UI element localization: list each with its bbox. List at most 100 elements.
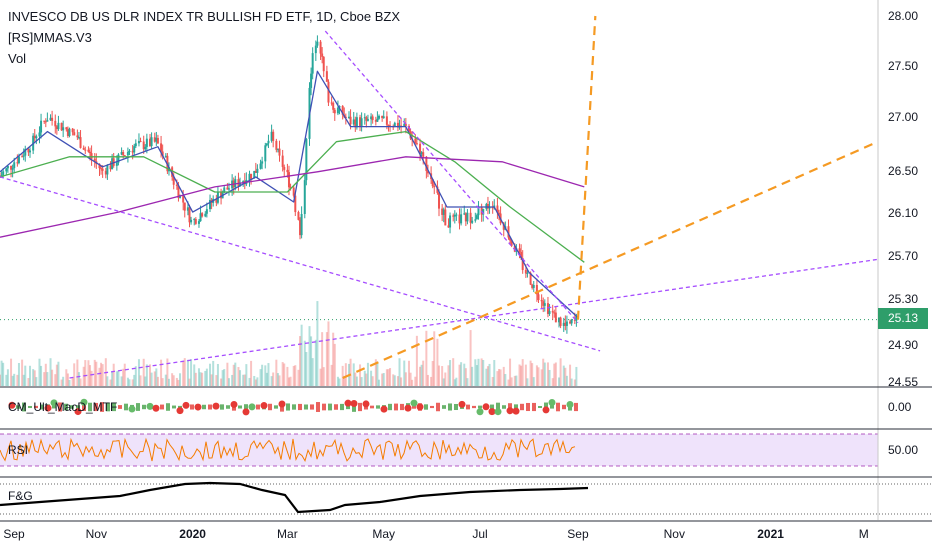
volume-bar — [139, 375, 142, 386]
volume-bar — [336, 376, 339, 386]
candle-body — [310, 73, 313, 88]
volume-label[interactable]: Vol — [8, 51, 27, 66]
candle-body — [65, 127, 68, 130]
volume-bar — [447, 365, 450, 386]
macd-signal-dot — [416, 403, 424, 411]
macd-histogram-bar — [424, 404, 428, 410]
macd-histogram-bar — [166, 403, 170, 411]
candle-body — [237, 179, 240, 187]
macd-histogram-bar — [562, 404, 566, 410]
macd-signal-dot — [548, 398, 556, 406]
macd-histogram-bar — [490, 404, 494, 410]
macd-histogram-bar — [64, 403, 68, 411]
macd-histogram-bar — [322, 403, 326, 411]
rsi-pane-label[interactable]: RSI — [8, 443, 29, 457]
volume-bar — [297, 369, 300, 386]
macd-histogram-bar — [34, 405, 38, 409]
candle-body — [355, 117, 358, 128]
fg-pane-label[interactable]: F&G — [8, 489, 33, 503]
volume-bar — [526, 378, 529, 386]
candle-body — [381, 115, 384, 119]
volume-bar — [11, 375, 14, 386]
volume-bar — [442, 378, 445, 386]
volume-bar — [0, 360, 3, 386]
candle-body — [352, 119, 355, 125]
macd-histogram-bar — [502, 405, 506, 409]
candle-body — [161, 151, 164, 156]
volume-bar — [385, 369, 388, 386]
macd-signal-dot — [476, 408, 484, 416]
candle-body — [422, 152, 425, 157]
macd-histogram-bar — [256, 404, 260, 410]
candle-body — [22, 155, 25, 157]
volume-bar — [122, 368, 125, 386]
volume-bar — [562, 365, 565, 386]
macd-pane-label[interactable]: CM_Ult_MacD_MTF — [8, 400, 118, 414]
volume-bar — [226, 362, 229, 386]
volume-bar — [232, 364, 235, 386]
macd-signal-dot — [50, 399, 58, 407]
moving-average-fast — [0, 70, 579, 319]
candle-body — [403, 123, 406, 127]
candle-body — [414, 138, 417, 144]
candle-body — [393, 122, 396, 128]
volume-bar — [513, 375, 516, 386]
symbol-title[interactable]: INVESCO DB US DLR INDEX TR BULLISH FD ET… — [8, 9, 401, 24]
volume-bar — [239, 370, 242, 386]
candle-body — [453, 214, 456, 217]
indicator-label[interactable]: [RS]MMAS.V3 — [8, 30, 92, 45]
volume-bar — [10, 358, 13, 386]
x-tick-label: Sep — [567, 527, 589, 541]
macd-histogram-bar — [106, 402, 110, 412]
volume-bar — [57, 361, 60, 386]
macd-histogram-bar — [100, 402, 104, 412]
candle-body — [447, 225, 450, 228]
macd-signal-dot — [152, 404, 160, 412]
candle-body — [377, 115, 380, 119]
macd-signal-dot — [8, 401, 16, 409]
volume-bar — [194, 372, 197, 386]
macd-histogram-bar — [376, 405, 380, 409]
macd-histogram-bar — [340, 403, 344, 411]
volume-bar — [322, 367, 325, 386]
macd-signal-dot — [458, 400, 466, 408]
macd-histogram-bar — [526, 402, 530, 412]
macd-signal-dot — [212, 402, 220, 410]
macd-signal-dot — [566, 401, 574, 409]
volume-bar — [532, 377, 535, 386]
candle-body — [486, 203, 489, 209]
volume-bar — [414, 376, 417, 386]
candle-body — [149, 138, 152, 146]
volume-bar — [160, 359, 163, 386]
volume-bar — [377, 379, 380, 386]
volume-bar — [87, 360, 90, 386]
volume-bar — [499, 369, 502, 386]
candle-body — [554, 312, 557, 323]
volume-bar — [292, 365, 295, 386]
candle-body — [507, 226, 510, 238]
candle-body — [82, 147, 85, 150]
x-tick-label: Nov — [663, 527, 685, 541]
candle-body — [455, 214, 458, 216]
macd-histogram-bar — [442, 405, 446, 409]
volume-bar — [186, 359, 189, 386]
volume-bar — [321, 332, 324, 386]
volume-bar — [17, 362, 20, 386]
candle-body — [153, 137, 156, 142]
volume-bar — [253, 375, 256, 386]
trendline-orange — [576, 15, 597, 320]
candle-body — [374, 120, 377, 122]
volume-bar — [210, 374, 213, 386]
candle-body — [314, 45, 317, 54]
volume-bar — [518, 364, 521, 386]
macd-histogram-bar — [118, 405, 122, 409]
candle-body — [404, 123, 407, 126]
volume-bar — [183, 358, 186, 386]
candle-body — [68, 128, 71, 136]
volume-bar — [411, 379, 414, 386]
volume-bar — [145, 364, 148, 386]
volume-bar — [153, 371, 156, 386]
macd-histogram-bar — [400, 403, 404, 411]
volume-bar — [287, 377, 290, 386]
